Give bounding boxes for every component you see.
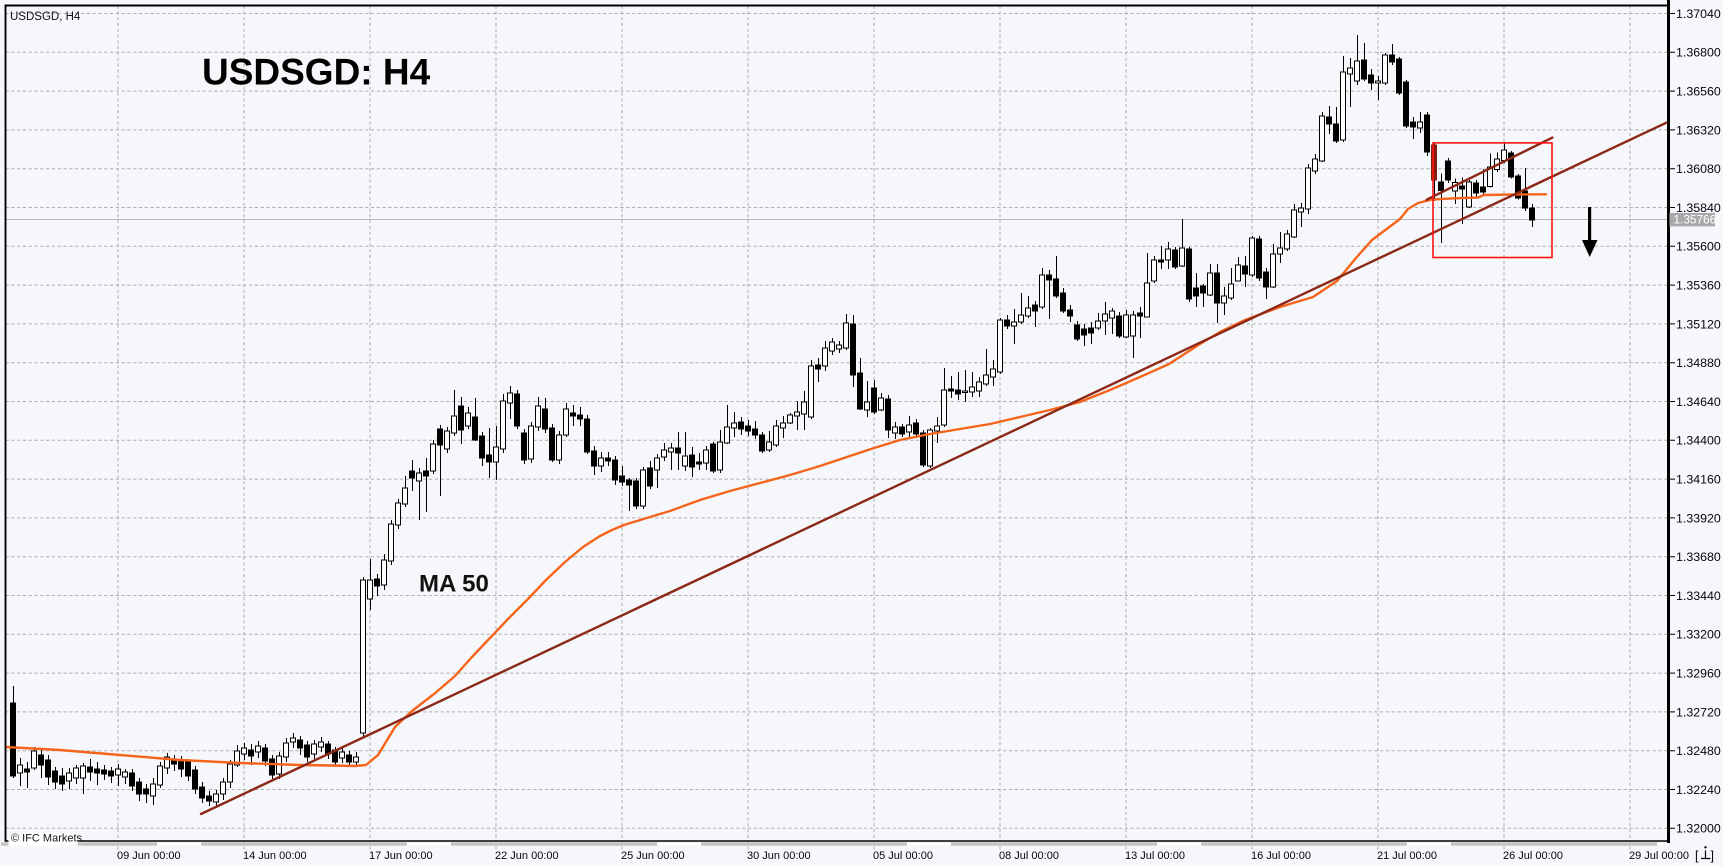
svg-text:1.35766: 1.35766: [1674, 212, 1717, 226]
svg-text:[: [: [1695, 849, 1699, 863]
svg-text:1.33680: 1.33680: [1676, 550, 1721, 564]
svg-text:1.32720: 1.32720: [1676, 705, 1721, 719]
svg-text:1.34880: 1.34880: [1676, 356, 1721, 370]
svg-text:1.35600: 1.35600: [1676, 240, 1721, 254]
svg-text:29 Jul 00:00: 29 Jul 00:00: [1629, 850, 1689, 862]
svg-text:1.36320: 1.36320: [1676, 123, 1721, 137]
svg-text:22 Jun 00:00: 22 Jun 00:00: [495, 850, 559, 862]
svg-text:1.35120: 1.35120: [1676, 317, 1721, 331]
svg-text:USDSGD, H4: USDSGD, H4: [10, 11, 81, 23]
svg-text:30 Jun 00:00: 30 Jun 00:00: [747, 850, 811, 862]
svg-text:1.36560: 1.36560: [1676, 85, 1721, 99]
svg-text:]: ]: [1711, 849, 1714, 863]
svg-text:1.32480: 1.32480: [1676, 744, 1721, 758]
svg-text:© IFC Markets: © IFC Markets: [11, 833, 83, 845]
svg-text:08 Jul 00:00: 08 Jul 00:00: [999, 850, 1059, 862]
svg-text:1.33440: 1.33440: [1676, 589, 1721, 603]
svg-text:1.32000: 1.32000: [1676, 822, 1721, 836]
svg-text:05 Jul 00:00: 05 Jul 00:00: [873, 850, 933, 862]
svg-text:1.35840: 1.35840: [1676, 201, 1721, 215]
svg-text:1.34160: 1.34160: [1676, 473, 1721, 487]
svg-text:1.32240: 1.32240: [1676, 783, 1721, 797]
svg-text:1.32960: 1.32960: [1676, 667, 1721, 681]
svg-text:21 Jul 00:00: 21 Jul 00:00: [1377, 850, 1437, 862]
svg-text:14 Jun 00:00: 14 Jun 00:00: [243, 850, 307, 862]
svg-text:1.34400: 1.34400: [1676, 434, 1721, 448]
svg-text:1.36080: 1.36080: [1676, 162, 1721, 176]
svg-text:1.35360: 1.35360: [1676, 279, 1721, 293]
svg-text:1.37040: 1.37040: [1676, 7, 1721, 21]
svg-text:1.33920: 1.33920: [1676, 511, 1721, 525]
svg-text:1.33200: 1.33200: [1676, 628, 1721, 642]
svg-text:MA 50: MA 50: [419, 571, 489, 598]
svg-text:16 Jul 00:00: 16 Jul 00:00: [1251, 850, 1311, 862]
svg-text:13 Jul 00:00: 13 Jul 00:00: [1125, 850, 1185, 862]
svg-text:25 Jun 00:00: 25 Jun 00:00: [621, 850, 685, 862]
svg-text:09 Jun 00:00: 09 Jun 00:00: [117, 850, 181, 862]
svg-text:17 Jun 00:00: 17 Jun 00:00: [369, 850, 433, 862]
svg-text:1.34640: 1.34640: [1676, 395, 1721, 409]
svg-text:1.36800: 1.36800: [1676, 46, 1721, 60]
svg-text:26 Jul 00:00: 26 Jul 00:00: [1503, 850, 1563, 862]
svg-text:USDSGD: H4: USDSGD: H4: [202, 52, 431, 93]
